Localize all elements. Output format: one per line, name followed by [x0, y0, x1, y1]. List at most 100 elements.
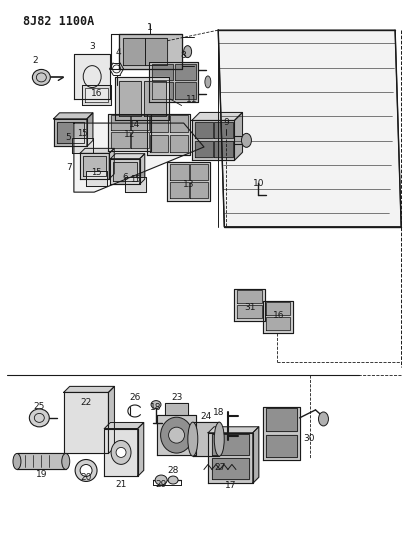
- Polygon shape: [150, 115, 169, 132]
- Ellipse shape: [151, 401, 161, 409]
- Ellipse shape: [111, 440, 131, 464]
- Polygon shape: [138, 423, 144, 477]
- Text: 30: 30: [304, 434, 315, 443]
- Text: 18: 18: [150, 403, 162, 412]
- Text: 17: 17: [225, 481, 236, 490]
- Polygon shape: [192, 112, 242, 120]
- Polygon shape: [195, 122, 213, 139]
- Polygon shape: [57, 122, 84, 143]
- Polygon shape: [263, 301, 293, 333]
- Text: 23: 23: [171, 393, 182, 402]
- Polygon shape: [104, 423, 144, 429]
- Text: 27: 27: [215, 463, 226, 472]
- Polygon shape: [122, 38, 145, 65]
- Polygon shape: [115, 77, 169, 120]
- Ellipse shape: [188, 422, 198, 456]
- Polygon shape: [145, 38, 167, 65]
- Polygon shape: [195, 141, 213, 157]
- Polygon shape: [111, 132, 130, 148]
- Polygon shape: [104, 429, 138, 477]
- Polygon shape: [237, 305, 262, 318]
- Polygon shape: [149, 62, 198, 102]
- Polygon shape: [64, 386, 114, 392]
- Polygon shape: [171, 164, 189, 180]
- Text: 25: 25: [33, 402, 45, 411]
- Polygon shape: [253, 427, 259, 483]
- Polygon shape: [111, 154, 145, 159]
- Polygon shape: [235, 289, 265, 321]
- Polygon shape: [175, 82, 196, 99]
- Polygon shape: [131, 115, 149, 130]
- Text: 31: 31: [244, 303, 255, 312]
- Polygon shape: [86, 171, 107, 186]
- Text: 16: 16: [91, 88, 102, 98]
- Ellipse shape: [205, 76, 211, 88]
- Text: 2: 2: [33, 56, 38, 66]
- Polygon shape: [266, 302, 290, 314]
- Text: 10: 10: [253, 179, 264, 188]
- Polygon shape: [190, 164, 208, 180]
- Text: 15: 15: [91, 168, 102, 177]
- Ellipse shape: [155, 475, 167, 485]
- Polygon shape: [72, 138, 93, 153]
- Polygon shape: [266, 435, 297, 457]
- Polygon shape: [74, 123, 204, 192]
- Polygon shape: [215, 141, 233, 157]
- Ellipse shape: [319, 412, 328, 426]
- Polygon shape: [152, 63, 173, 80]
- Text: 8J82 1100A: 8J82 1100A: [23, 15, 94, 28]
- Polygon shape: [212, 434, 249, 455]
- Polygon shape: [64, 392, 109, 454]
- Polygon shape: [237, 290, 262, 303]
- Polygon shape: [109, 148, 114, 179]
- Polygon shape: [119, 81, 141, 116]
- Polygon shape: [175, 63, 196, 80]
- Text: 28: 28: [167, 466, 179, 475]
- Ellipse shape: [168, 476, 178, 484]
- Text: 15: 15: [130, 175, 140, 184]
- Polygon shape: [74, 54, 111, 99]
- Polygon shape: [111, 159, 140, 184]
- Polygon shape: [17, 454, 66, 470]
- Ellipse shape: [116, 447, 126, 457]
- Polygon shape: [212, 458, 249, 479]
- Text: 21: 21: [115, 480, 127, 489]
- Polygon shape: [215, 122, 233, 139]
- Ellipse shape: [75, 459, 97, 481]
- Ellipse shape: [184, 46, 192, 58]
- Polygon shape: [109, 114, 151, 151]
- Polygon shape: [147, 114, 190, 155]
- Polygon shape: [113, 161, 137, 181]
- Text: 3: 3: [89, 42, 95, 51]
- Ellipse shape: [161, 417, 193, 453]
- Text: 12: 12: [124, 130, 135, 139]
- Text: 20: 20: [80, 473, 92, 482]
- Text: 18: 18: [213, 408, 224, 417]
- Polygon shape: [171, 182, 189, 198]
- Ellipse shape: [32, 69, 50, 85]
- Polygon shape: [140, 154, 145, 184]
- Polygon shape: [266, 317, 290, 330]
- Polygon shape: [80, 148, 114, 154]
- Polygon shape: [80, 154, 109, 179]
- Text: 26: 26: [129, 393, 141, 402]
- Polygon shape: [83, 156, 106, 176]
- Polygon shape: [150, 134, 169, 152]
- Polygon shape: [109, 386, 114, 454]
- Polygon shape: [190, 182, 208, 198]
- Text: 19: 19: [35, 470, 47, 479]
- Polygon shape: [167, 163, 210, 200]
- Ellipse shape: [214, 422, 224, 456]
- Polygon shape: [192, 120, 235, 160]
- Ellipse shape: [80, 464, 92, 477]
- Polygon shape: [208, 427, 259, 433]
- Polygon shape: [111, 115, 130, 130]
- Polygon shape: [144, 81, 166, 116]
- Polygon shape: [218, 30, 401, 227]
- Text: 11: 11: [186, 95, 197, 104]
- Polygon shape: [193, 422, 219, 456]
- Text: 13: 13: [183, 181, 195, 189]
- Text: 6: 6: [122, 173, 128, 182]
- Text: 8: 8: [181, 51, 186, 60]
- Text: 7: 7: [66, 163, 72, 172]
